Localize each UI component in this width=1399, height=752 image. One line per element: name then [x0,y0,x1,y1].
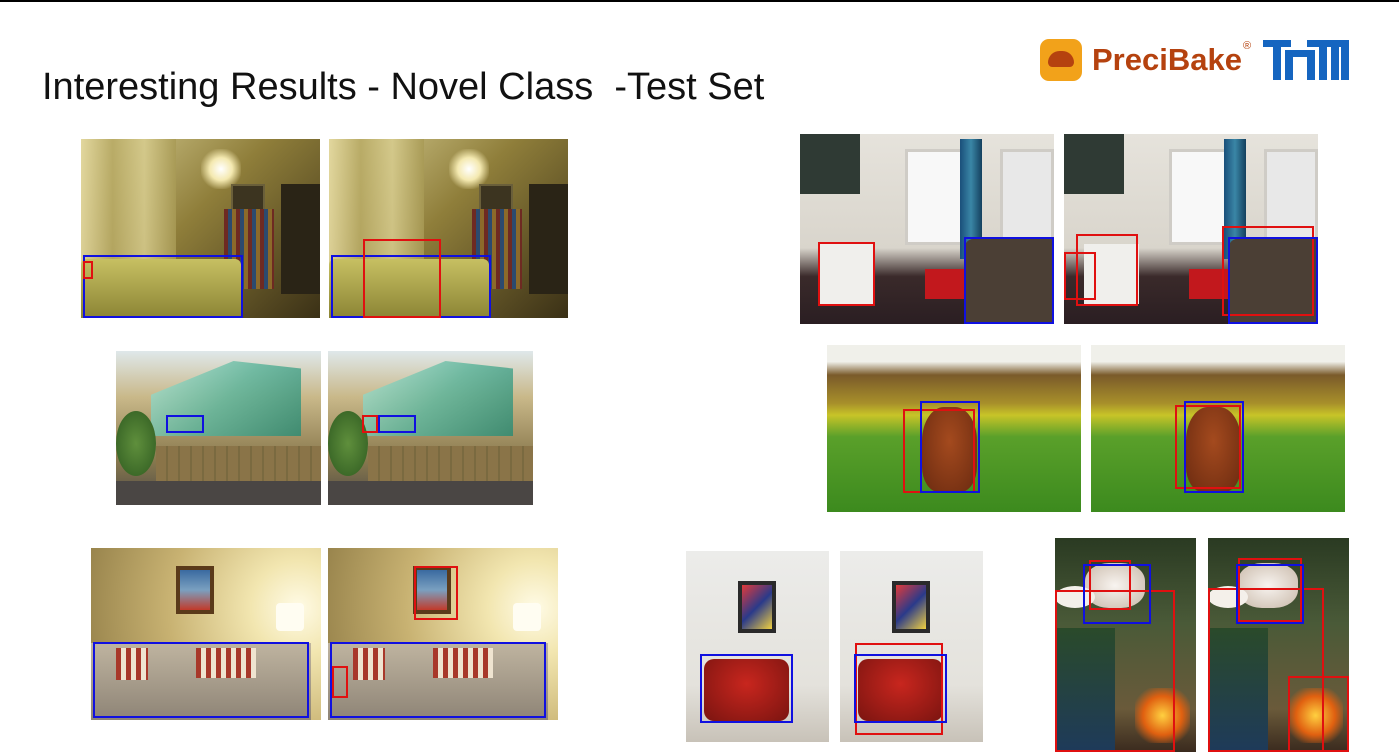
detection-box [362,415,378,433]
result-image-cow-pred [1091,345,1345,512]
detection-box [1076,234,1138,306]
result-image-armchair-gt [686,551,829,742]
detection-box [1175,405,1241,489]
detection-box [1238,558,1302,622]
detection-box [920,401,980,493]
detection-box [363,239,441,318]
detection-box [83,255,243,318]
detection-box [1089,560,1131,610]
result-image-cow-gt [827,345,1081,512]
result-image-sofa-gt [91,548,321,720]
precibake-logo: PreciBake ® [1040,38,1350,82]
slide-title: Interesting Results - Novel Class -Test … [42,66,765,108]
detection-box [332,666,348,698]
result-image-bedroom-pred [1064,134,1318,324]
detection-box [1083,564,1151,624]
registered-mark: ® [1242,40,1252,52]
detection-box [378,415,416,433]
result-image-house-pred [328,351,533,505]
top-rule [0,0,1399,2]
result-image-cowboy-gt [1055,538,1196,752]
result-image-house-gt [116,351,321,505]
detection-box [93,642,309,718]
detection-box [855,643,943,735]
result-image-cowboy-pred [1208,538,1349,752]
bread-icon [1040,39,1082,81]
logo-text: PreciBake [1092,42,1242,77]
detection-box [1236,564,1304,624]
result-image-livingroom-pred [329,139,568,318]
result-image-bedroom-gt [800,134,1054,324]
result-image-armchair-pred [840,551,983,742]
result-image-livingroom-gt [81,139,320,318]
detection-box [330,642,546,718]
detection-box [1228,237,1318,324]
detection-box [1184,401,1244,493]
detection-box [964,237,1054,324]
detection-box [83,261,93,279]
detection-box [818,242,875,306]
detection-box [166,415,204,433]
detection-box [1222,226,1314,316]
detection-box [1064,252,1096,300]
detection-box [1288,676,1349,752]
detection-box [414,566,458,620]
detection-box [1055,590,1175,752]
detection-box [1208,588,1324,752]
detection-box [854,654,947,723]
tum-logo [1263,40,1350,80]
result-image-sofa-pred [328,548,558,720]
detection-box [700,654,793,723]
